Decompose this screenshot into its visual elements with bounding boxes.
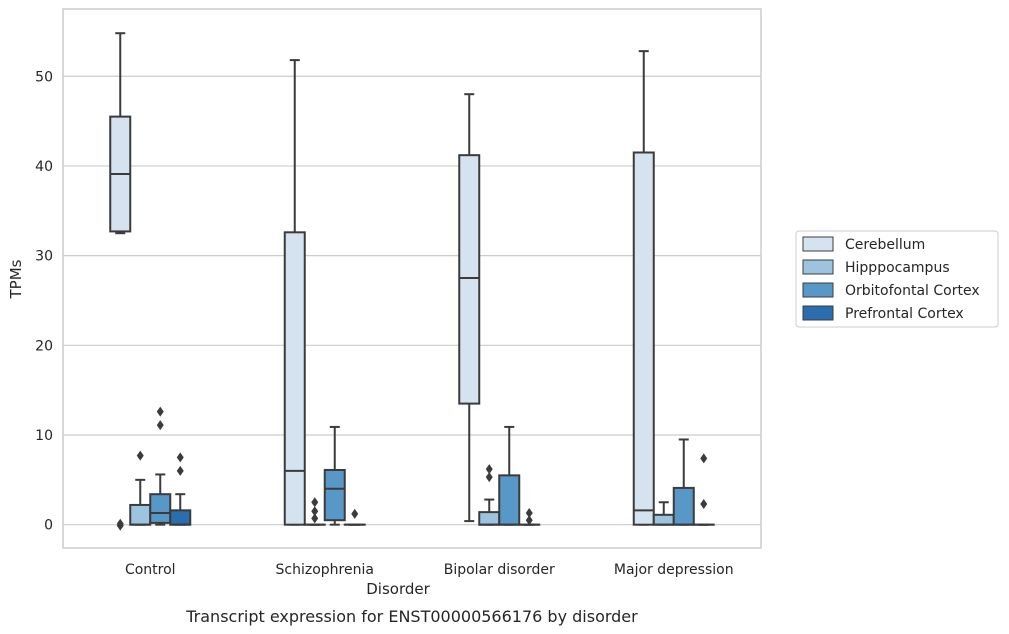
outlier-point bbox=[176, 465, 184, 476]
y-tick-label: 30 bbox=[35, 249, 53, 265]
outlier-point bbox=[525, 508, 533, 519]
legend-swatch bbox=[802, 259, 834, 275]
outlier-point bbox=[156, 406, 164, 417]
chart-caption: Transcript expression for ENST0000056617… bbox=[185, 607, 638, 626]
box-group bbox=[283, 59, 306, 526]
box bbox=[632, 151, 655, 526]
outlier-point bbox=[485, 464, 493, 475]
box-group bbox=[303, 497, 326, 526]
y-axis-label: TPMs bbox=[7, 259, 25, 299]
box bbox=[129, 503, 152, 526]
box-group bbox=[652, 501, 675, 526]
box-group bbox=[323, 425, 346, 526]
legend-swatch bbox=[802, 236, 834, 252]
outlier-point bbox=[700, 453, 708, 464]
outlier-point bbox=[311, 497, 319, 508]
y-tick-label: 10 bbox=[35, 428, 53, 444]
box bbox=[498, 474, 521, 526]
box-group bbox=[149, 406, 172, 526]
x-tick-label: Bipolar disorder bbox=[444, 562, 555, 578]
outlier-point bbox=[700, 499, 708, 510]
outlier-point bbox=[351, 508, 359, 519]
y-tick-label: 50 bbox=[35, 69, 53, 85]
box bbox=[672, 486, 695, 526]
outlier-point bbox=[136, 450, 144, 461]
outlier-point bbox=[525, 515, 533, 526]
y-tick-label: 20 bbox=[35, 338, 53, 354]
legend: Cerebellum Hipppocampus Orbitofontal Corte… bbox=[795, 230, 999, 328]
outlier-point bbox=[116, 520, 124, 531]
box-group bbox=[129, 450, 152, 526]
x-axis-ticks: Control Schizophrenia Bipolar disorder Majo… bbox=[125, 562, 734, 578]
box-plots bbox=[109, 32, 715, 531]
legend-label: Orbitofontal Cortex bbox=[845, 283, 980, 299]
box-group bbox=[632, 50, 655, 526]
box bbox=[458, 154, 481, 405]
box-group bbox=[672, 438, 695, 526]
legend-swatch bbox=[802, 305, 834, 321]
box-group bbox=[169, 452, 192, 526]
box-group bbox=[343, 508, 366, 526]
x-tick-label: Major depression bbox=[614, 562, 734, 578]
box bbox=[283, 231, 306, 526]
legend-swatch bbox=[802, 282, 834, 298]
x-tick-label: Schizophrenia bbox=[276, 562, 374, 578]
box-group bbox=[692, 453, 715, 526]
outlier-point bbox=[156, 420, 164, 431]
box bbox=[478, 511, 501, 526]
plot-frame bbox=[62, 8, 762, 549]
y-axis-ticks: 0 10 20 30 40 50 bbox=[35, 69, 53, 533]
x-axis-label: Disorder bbox=[366, 580, 430, 598]
x-tick-label: Control bbox=[125, 562, 176, 578]
legend-label: Prefrontal Cortex bbox=[845, 306, 964, 322]
legend-label: Cerebellum bbox=[845, 237, 925, 253]
y-tick-label: 40 bbox=[35, 159, 53, 175]
box-group bbox=[458, 93, 481, 523]
box bbox=[652, 513, 675, 526]
outlier-point bbox=[176, 452, 184, 463]
legend-label: Hipppocampus bbox=[845, 260, 950, 276]
box bbox=[323, 468, 346, 522]
legend-frame bbox=[795, 230, 999, 328]
y-tick-label: 0 bbox=[44, 518, 53, 534]
box bbox=[169, 509, 192, 526]
outlier-point bbox=[311, 513, 319, 524]
outlier-point bbox=[311, 506, 319, 517]
box-group bbox=[498, 425, 521, 526]
outlier-point bbox=[485, 472, 493, 483]
box-group bbox=[518, 508, 541, 526]
box-group bbox=[109, 32, 132, 531]
box bbox=[149, 493, 172, 524]
